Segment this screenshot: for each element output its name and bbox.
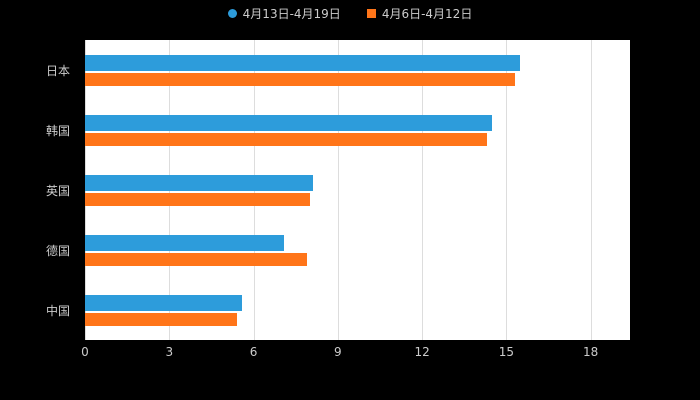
x-tick-label: 18	[583, 345, 599, 359]
legend-label-series1: 4月13日-4月19日	[242, 7, 341, 21]
gridline	[506, 40, 508, 340]
x-axis: 0 3 6 9 12 15 18	[0, 345, 700, 361]
legend-item-series1[interactable]: 4月13日-4月19日	[227, 5, 341, 22]
legend: 4月13日-4月19日 4月6日-4月12日	[0, 5, 700, 22]
bar-group	[85, 100, 630, 160]
x-tick-label: 15	[498, 345, 515, 359]
bar-series2	[85, 312, 237, 326]
gridline	[590, 40, 592, 340]
legend-item-series2[interactable]: 4月6日-4月12日	[366, 5, 473, 22]
y-category-label: 德国	[45, 243, 70, 258]
bar-series2	[85, 132, 487, 146]
bar-series1	[85, 54, 521, 71]
bar-group	[85, 220, 630, 280]
bar-series2	[85, 192, 310, 206]
plot-area	[85, 40, 630, 340]
y-axis: 日本韩国英国德国中国	[0, 40, 78, 340]
bar-group	[85, 40, 630, 100]
legend-label-series2: 4月6日-4月12日	[381, 7, 473, 21]
gridline	[337, 40, 339, 340]
legend-marker-circle	[227, 9, 237, 18]
legend-marker-square	[366, 9, 376, 18]
bar-group	[85, 280, 630, 340]
x-tick-label: 6	[249, 345, 258, 359]
bar-series1	[85, 294, 243, 311]
bar-series2	[85, 72, 515, 86]
y-category-label: 中国	[45, 303, 70, 318]
bar-series1	[85, 114, 493, 131]
y-category-label: 日本	[45, 63, 70, 78]
gridline	[422, 40, 424, 340]
y-category-label: 韩国	[45, 123, 70, 138]
bar-series1	[85, 174, 313, 191]
x-tick-label: 3	[165, 345, 174, 359]
x-tick-label: 0	[81, 345, 89, 359]
x-tick-label: 12	[414, 345, 430, 359]
bar-series1	[85, 234, 285, 251]
bar-series2	[85, 252, 307, 266]
y-category-label: 英国	[45, 183, 70, 198]
x-tick-label: 9	[334, 345, 342, 359]
bar-group	[85, 160, 630, 220]
